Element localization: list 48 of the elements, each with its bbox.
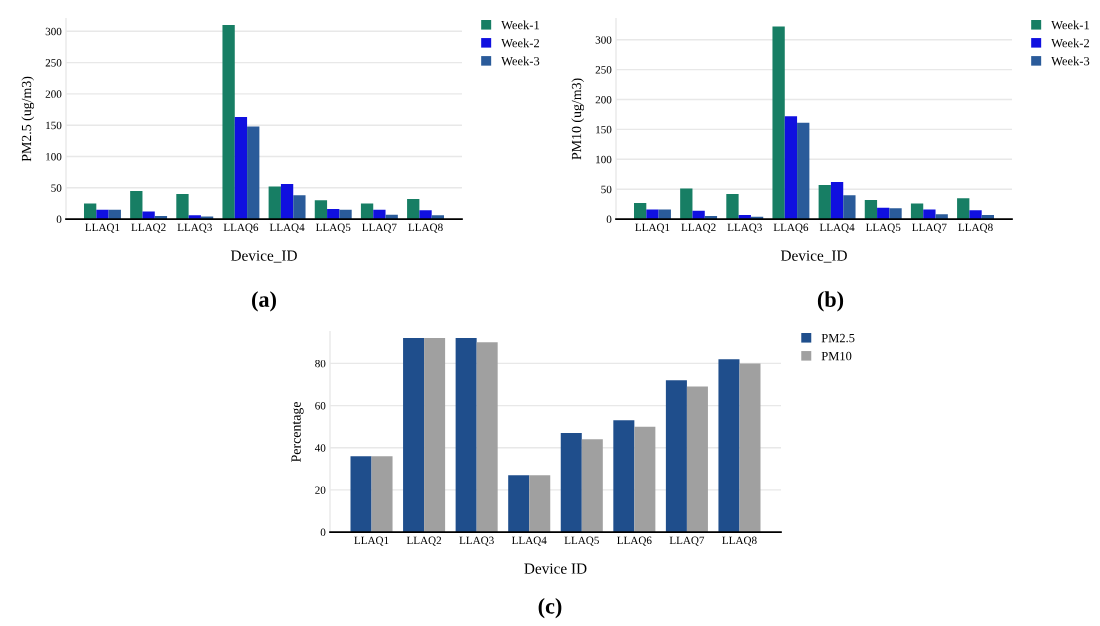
bar xyxy=(581,439,603,533)
bar xyxy=(957,198,970,220)
bar xyxy=(293,195,306,220)
bar xyxy=(247,126,260,220)
bar xyxy=(455,338,477,533)
bar xyxy=(476,342,498,533)
bar xyxy=(680,188,693,220)
bar xyxy=(889,208,902,220)
bar xyxy=(130,190,143,220)
bar xyxy=(280,184,294,220)
bar xyxy=(407,199,420,220)
text: (c) xyxy=(538,598,562,619)
bar xyxy=(718,359,740,533)
bar xyxy=(508,475,530,533)
bar xyxy=(339,209,352,220)
bar xyxy=(371,456,393,533)
bar xyxy=(373,209,386,220)
bar xyxy=(818,185,831,220)
bar xyxy=(784,116,798,220)
bar xyxy=(360,203,374,220)
bar xyxy=(864,199,878,220)
bar xyxy=(403,338,425,533)
bar xyxy=(613,420,635,533)
bar xyxy=(830,182,844,220)
bar xyxy=(234,117,248,220)
bar xyxy=(797,122,810,220)
bar xyxy=(424,338,446,533)
bar xyxy=(96,209,109,220)
text: (b) xyxy=(817,291,844,312)
bar xyxy=(772,26,785,220)
bar xyxy=(686,386,708,533)
bar xyxy=(222,25,235,220)
bar xyxy=(634,202,647,220)
bar xyxy=(176,194,189,220)
text: (a) xyxy=(252,291,276,312)
bar xyxy=(350,456,372,533)
bar xyxy=(529,475,551,533)
bar xyxy=(739,363,761,533)
bar xyxy=(726,193,739,220)
bar xyxy=(665,380,687,533)
bar xyxy=(560,432,582,533)
bar xyxy=(419,210,432,220)
bar xyxy=(969,210,982,220)
bar xyxy=(268,186,281,220)
bar xyxy=(84,203,97,220)
bar xyxy=(634,426,656,533)
bar xyxy=(843,195,856,220)
bar xyxy=(314,200,328,220)
